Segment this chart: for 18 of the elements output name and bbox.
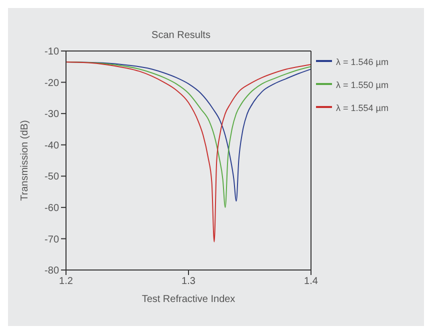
- y-axis-title: Transmission (dB): [20, 120, 31, 201]
- line-series: [66, 61, 311, 242]
- x-tick-label: 1.3: [182, 276, 196, 288]
- y-tick-label: -40: [44, 140, 60, 152]
- x-axis-title: Test Refractive Index: [142, 294, 236, 305]
- y-tick-label: -60: [44, 202, 60, 214]
- legend-label: λ = 1.550 µm: [336, 80, 388, 90]
- y-tick-label: -30: [44, 109, 60, 120]
- chart-title: Scan Results: [150, 29, 212, 42]
- y-tick-label: -20: [44, 78, 60, 89]
- x-tick-label: 1.4: [304, 276, 318, 288]
- x-tick-label: 1.2: [59, 276, 74, 288]
- y-tick-label: -10: [44, 46, 60, 58]
- legend-label: λ = 1.554 µm: [336, 103, 388, 113]
- y-tick-label: -80: [44, 266, 60, 277]
- y-tick-label: -70: [44, 234, 60, 246]
- legend-label: λ = 1.546 µm: [336, 57, 388, 67]
- y-tick-label: -50: [44, 172, 60, 183]
